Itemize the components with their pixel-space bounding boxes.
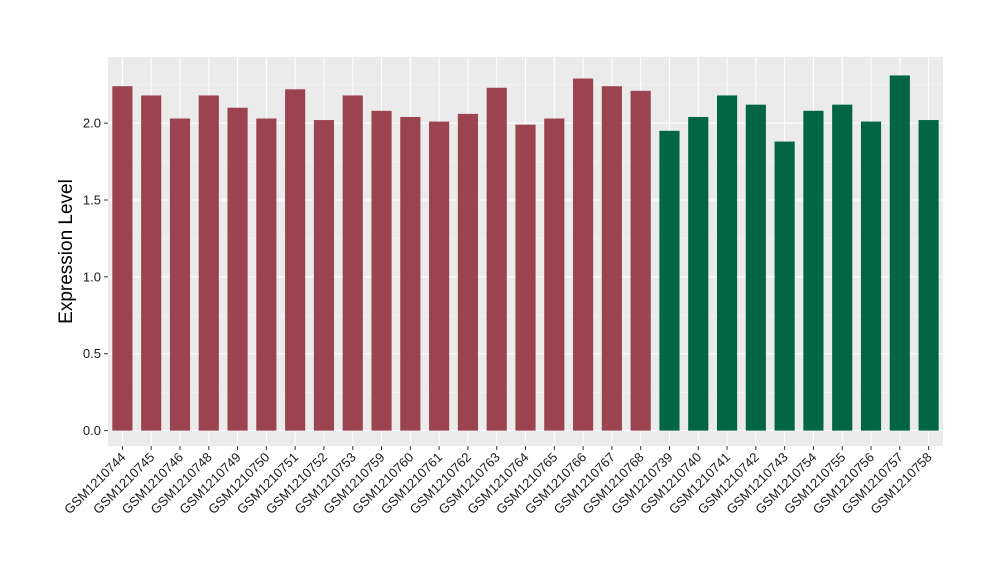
bar-GSM1210755: [832, 104, 853, 431]
bar-GSM1210762: [457, 113, 478, 431]
bar-GSM1210741: [716, 95, 738, 431]
y-tick-label: 2.0: [83, 116, 101, 131]
bar-GSM1210759: [371, 110, 392, 431]
y-axis: 0.0 0.5 1.0 1.5 2.0: [83, 116, 108, 438]
bar-GSM1210754: [803, 110, 824, 431]
bar-GSM1210758: [918, 120, 939, 431]
bar-GSM1210750: [256, 118, 277, 431]
bar-GSM1210745: [141, 95, 162, 431]
bar-GSM1210768: [630, 90, 651, 431]
y-tick-label: 1.0: [83, 269, 101, 284]
bar-GSM1210767: [601, 86, 622, 431]
bar-GSM1210756: [860, 121, 882, 431]
bar-GSM1210740: [688, 116, 709, 431]
x-axis: GSM1210744GSM1210745GSM1210746GSM1210748…: [61, 446, 935, 517]
bar-GSM1210764: [515, 124, 536, 431]
y-axis-title: Expression Level: [56, 179, 77, 324]
bar-GSM1210763: [486, 87, 507, 431]
bar-GSM1210753: [342, 95, 363, 431]
bar-GSM1210744: [112, 86, 133, 431]
bar-GSM1210746: [169, 118, 191, 431]
bar-GSM1210761: [429, 121, 450, 431]
bar-GSM1210743: [774, 141, 795, 431]
bar-GSM1210749: [227, 107, 248, 431]
bar-GSM1210751: [285, 89, 306, 431]
bar-GSM1210739: [659, 130, 680, 431]
bar-GSM1210766: [573, 78, 594, 431]
bar-GSM1210760: [400, 116, 421, 431]
y-tick-label: 0.5: [83, 346, 101, 361]
bar-GSM1210765: [544, 118, 565, 431]
bars: [112, 75, 939, 431]
bar-GSM1210757: [889, 75, 910, 431]
bar-GSM1210742: [745, 104, 766, 431]
bar-GSM1210748: [198, 95, 219, 431]
y-tick-label: 1.5: [83, 192, 101, 207]
bar-GSM1210752: [313, 120, 335, 431]
y-tick-label: 0.0: [83, 423, 101, 438]
